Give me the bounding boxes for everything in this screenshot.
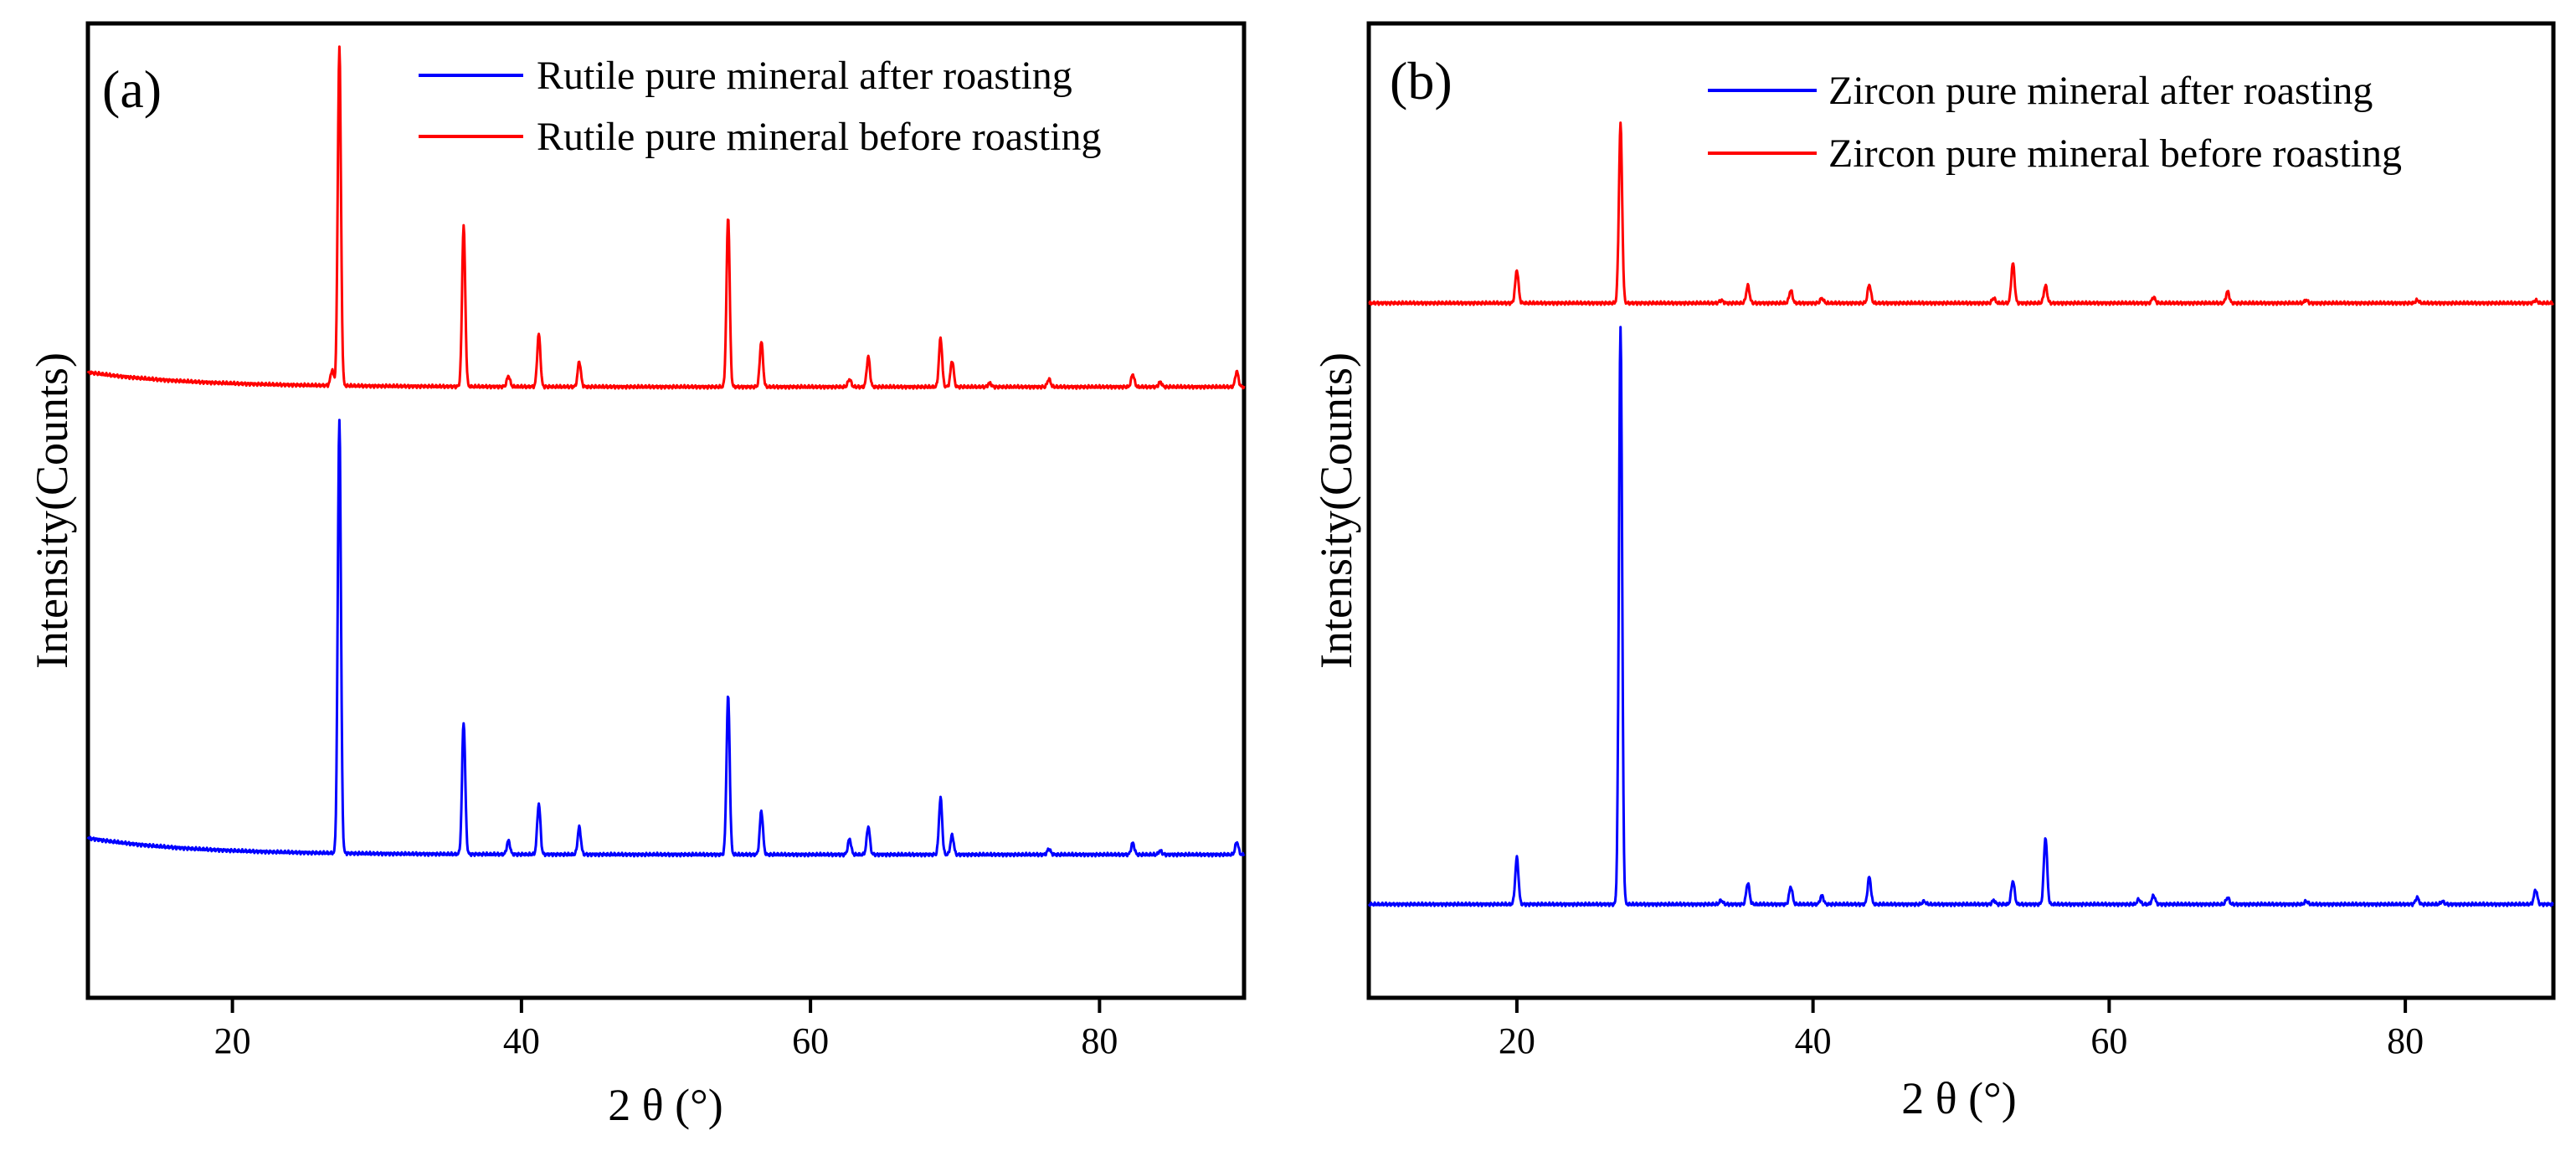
series-line-0	[86, 419, 1246, 858]
x-axis-label: 2 θ (°)	[608, 1080, 722, 1130]
panel-b: (b) Zircon pure mineral after roasting Z…	[1311, 21, 2556, 1123]
y-axis-label: Intensity(Counts)	[27, 352, 77, 669]
x-tick-label: 80	[2387, 1020, 2424, 1061]
legend-label-1: Zircon pure mineral before roasting	[1828, 131, 2402, 176]
x-tick-label: 20	[214, 1020, 251, 1061]
plot-frame	[85, 21, 1247, 1000]
x-tick-label: 40	[503, 1020, 540, 1061]
series-line-0	[1367, 326, 2554, 907]
x-tick-label: 80	[1081, 1020, 1118, 1061]
series-group	[86, 45, 1246, 858]
x-tick-label: 60	[792, 1020, 829, 1061]
series-group	[1367, 121, 2554, 907]
legend: Zircon pure mineral after roasting Zirco…	[1708, 69, 2402, 176]
x-ticks: 20 40 60 80	[1499, 998, 2424, 1061]
legend-label-1: Rutile pure mineral before roasting	[537, 115, 1101, 159]
x-axis-label: 2 θ (°)	[1901, 1073, 2016, 1123]
y-axis-label: Intensity(Counts)	[1311, 352, 1361, 669]
legend-label-0: Rutile pure mineral after roasting	[537, 54, 1072, 98]
plot-frame	[1366, 21, 2556, 1000]
x-tick-label: 20	[1499, 1020, 1535, 1061]
legend-label-0: Zircon pure mineral after roasting	[1828, 69, 2373, 113]
series-line-1	[1368, 121, 2554, 306]
panel-a: (a) Rutile pure mineral after roasting R…	[27, 21, 1247, 1130]
x-ticks: 20 40 60 80	[214, 998, 1118, 1061]
series-line-1	[86, 45, 1246, 390]
x-tick-label: 60	[2090, 1020, 2127, 1061]
x-tick-label: 40	[1795, 1020, 1832, 1061]
panel-label: (a)	[102, 59, 162, 119]
panel-label: (b)	[1390, 51, 1453, 110]
legend: Rutile pure mineral after roasting Rutil…	[419, 54, 1101, 159]
